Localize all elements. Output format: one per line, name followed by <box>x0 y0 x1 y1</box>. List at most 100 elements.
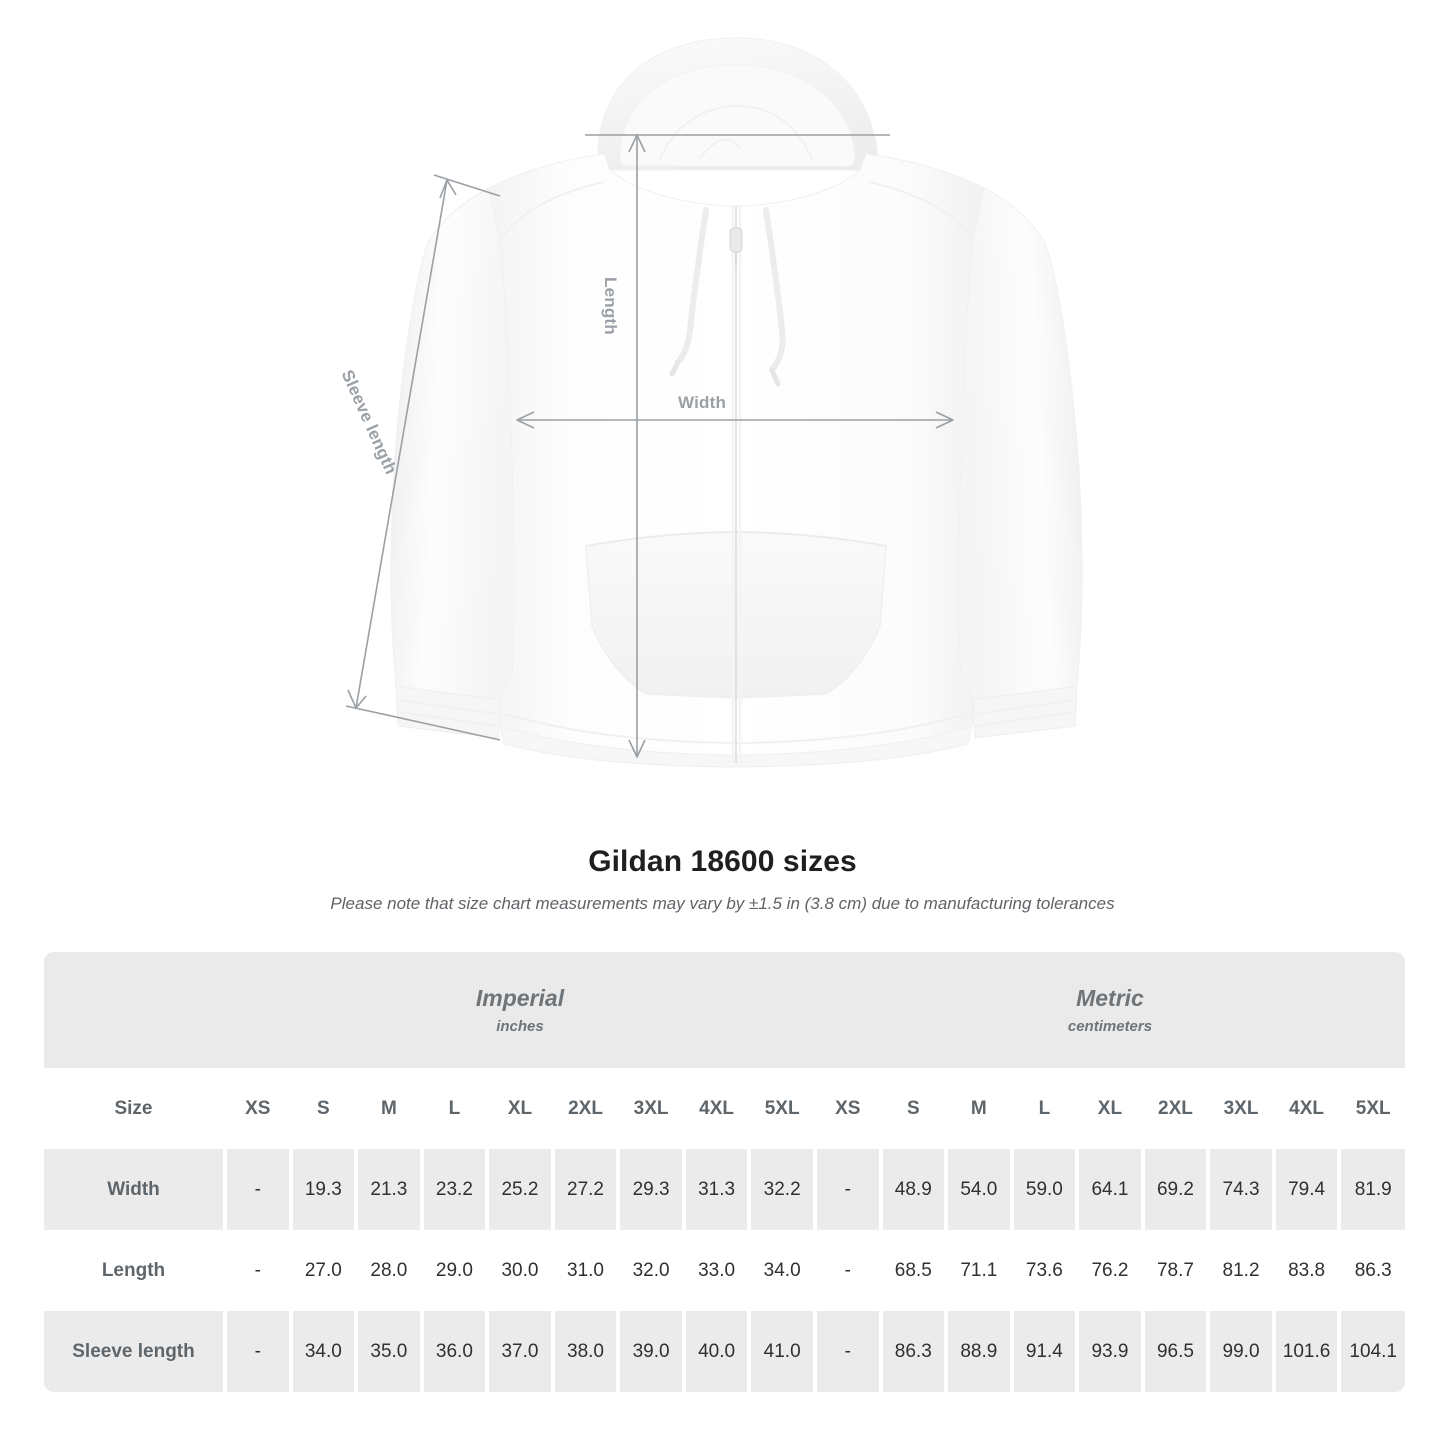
col-header-imperial-2xl: 2XL <box>552 1068 619 1149</box>
unit-imperial-sub: inches <box>496 1018 544 1036</box>
col-header-imperial-4xl: 4XL <box>683 1068 750 1149</box>
cell-width-metric-3xl: 74.3 <box>1208 1149 1274 1230</box>
col-header-metric-5xl: 5XL <box>1339 1068 1406 1149</box>
sleeve-bottom-tick <box>345 705 501 741</box>
cell-length-imperial-xl: 30.0 <box>487 1230 553 1311</box>
col-header-metric-s: S <box>880 1068 947 1149</box>
col-header-metric-xl: XL <box>1077 1068 1143 1149</box>
cell-width-imperial-2xl: 27.2 <box>552 1149 619 1230</box>
size-table-body: Size XS S M L XL 2XL 3XL 4XL 5XL XS S M … <box>44 1068 1406 1392</box>
cell-width-metric-l: 59.0 <box>1011 1149 1078 1230</box>
length-measure-arrow <box>628 134 646 758</box>
cell-width-imperial-l: 23.2 <box>421 1149 488 1230</box>
table-row: Sleeve length - 34.0 35.0 36.0 37.0 38.0… <box>44 1311 1406 1392</box>
cell-sleeve-metric-4xl: 101.6 <box>1273 1311 1340 1392</box>
cell-sleeve-metric-3xl: 99.0 <box>1208 1311 1274 1392</box>
cell-length-metric-l: 73.6 <box>1011 1230 1078 1311</box>
cell-width-imperial-xs: - <box>225 1149 291 1230</box>
col-header-metric-xs: XS <box>814 1068 881 1149</box>
length-dimension-label: Length <box>601 277 620 335</box>
cell-width-imperial-xl: 25.2 <box>487 1149 553 1230</box>
cell-width-metric-5xl: 81.9 <box>1339 1149 1406 1230</box>
row-label-sleeve-length: Sleeve length <box>44 1311 225 1392</box>
col-header-metric-2xl: 2XL <box>1142 1068 1209 1149</box>
cell-width-imperial-3xl: 29.3 <box>618 1149 684 1230</box>
cell-width-imperial-s: 19.3 <box>290 1149 357 1230</box>
cell-width-metric-4xl: 79.4 <box>1273 1149 1340 1230</box>
cell-length-imperial-5xl: 34.0 <box>749 1230 815 1311</box>
cell-length-imperial-l: 29.0 <box>421 1230 488 1311</box>
hoodie-diagram <box>345 37 1083 768</box>
measurement-guides <box>345 134 954 758</box>
unit-header-imperial: Imperial inches <box>225 952 815 1068</box>
cell-length-metric-xl: 76.2 <box>1077 1230 1143 1311</box>
table-row-size-header: Size XS S M L XL 2XL 3XL 4XL 5XL XS S M … <box>44 1068 1406 1149</box>
cell-sleeve-metric-s: 86.3 <box>880 1311 947 1392</box>
cell-sleeve-imperial-s: 34.0 <box>290 1311 357 1392</box>
cell-sleeve-imperial-xl: 37.0 <box>487 1311 553 1392</box>
sleeve-length-measure-arrow <box>345 174 501 741</box>
cell-length-imperial-m: 28.0 <box>356 1230 422 1311</box>
unit-metric-name: Metric <box>1076 984 1144 1011</box>
cell-length-metric-3xl: 81.2 <box>1208 1230 1274 1311</box>
cell-sleeve-imperial-2xl: 38.0 <box>552 1311 619 1392</box>
cell-sleeve-metric-2xl: 96.5 <box>1142 1311 1209 1392</box>
table-row: Width - 19.3 21.3 23.2 25.2 27.2 29.3 31… <box>44 1149 1406 1230</box>
col-header-imperial-xs: XS <box>225 1068 291 1149</box>
cell-sleeve-imperial-l: 36.0 <box>421 1311 488 1392</box>
cell-length-metric-5xl: 86.3 <box>1339 1230 1406 1311</box>
cell-sleeve-imperial-3xl: 39.0 <box>618 1311 684 1392</box>
col-header-imperial-3xl: 3XL <box>618 1068 684 1149</box>
hoodie-garment <box>390 37 1083 768</box>
table-row: Length - 27.0 28.0 29.0 30.0 31.0 32.0 3… <box>44 1230 1406 1311</box>
col-header-imperial-5xl: 5XL <box>749 1068 815 1149</box>
row-label-width: Width <box>44 1149 225 1230</box>
row-header-size: Size <box>44 1068 225 1149</box>
col-header-metric-m: M <box>946 1068 1012 1149</box>
unit-imperial-name: Imperial <box>475 984 565 1011</box>
cell-length-imperial-4xl: 33.0 <box>683 1230 750 1311</box>
cell-sleeve-imperial-xs: - <box>225 1311 291 1392</box>
col-header-imperial-xl: XL <box>487 1068 553 1149</box>
size-table-container: Imperial inches Metric centimeters Size … <box>44 952 1406 1392</box>
page-title: Gildan 18600 sizes <box>588 845 857 878</box>
cell-sleeve-metric-l: 91.4 <box>1011 1311 1078 1392</box>
unit-metric-sub: centimeters <box>1067 1018 1153 1036</box>
col-header-imperial-s: S <box>290 1068 357 1149</box>
product-illustration: Width Length Sleeve length <box>338 37 1083 768</box>
cell-width-metric-2xl: 69.2 <box>1142 1149 1209 1230</box>
cell-length-metric-m: 71.1 <box>946 1230 1012 1311</box>
unit-header-metric: Metric centimeters <box>814 952 1406 1068</box>
cell-sleeve-metric-xl: 93.9 <box>1077 1311 1143 1392</box>
cell-width-metric-xs: - <box>814 1149 881 1230</box>
cell-width-imperial-4xl: 31.3 <box>683 1149 750 1230</box>
unit-header-row: Imperial inches Metric centimeters <box>44 952 1406 1068</box>
cell-length-imperial-3xl: 32.0 <box>618 1230 684 1311</box>
cell-length-imperial-2xl: 31.0 <box>552 1230 619 1311</box>
cell-width-metric-m: 54.0 <box>946 1149 1012 1230</box>
size-chart-table: Imperial inches Metric centimeters Size … <box>44 952 1406 1392</box>
cell-length-metric-xs: - <box>814 1230 881 1311</box>
cell-length-metric-2xl: 78.7 <box>1142 1230 1209 1311</box>
unit-header-spacer <box>44 952 225 1068</box>
sleeve-top-tick <box>433 174 501 197</box>
col-header-imperial-m: M <box>356 1068 422 1149</box>
cell-sleeve-metric-xs: - <box>814 1311 881 1392</box>
cell-width-imperial-m: 21.3 <box>356 1149 422 1230</box>
width-dimension-label: Width <box>678 393 727 412</box>
cell-sleeve-metric-m: 88.9 <box>946 1311 1012 1392</box>
cell-sleeve-imperial-4xl: 40.0 <box>683 1311 750 1392</box>
title-block: Gildan 18600 sizes Please note that size… <box>0 845 1445 914</box>
col-header-metric-l: L <box>1011 1068 1078 1149</box>
col-header-metric-3xl: 3XL <box>1208 1068 1274 1149</box>
cell-width-metric-xl: 64.1 <box>1077 1149 1143 1230</box>
col-header-imperial-l: L <box>421 1068 488 1149</box>
cell-width-imperial-5xl: 32.2 <box>749 1149 815 1230</box>
tolerance-note: Please note that size chart measurements… <box>330 894 1115 913</box>
cell-length-imperial-xs: - <box>225 1230 291 1311</box>
row-label-length: Length <box>44 1230 225 1311</box>
cell-length-imperial-s: 27.0 <box>290 1230 357 1311</box>
cell-sleeve-metric-5xl: 104.1 <box>1339 1311 1406 1392</box>
cell-length-metric-4xl: 83.8 <box>1273 1230 1340 1311</box>
